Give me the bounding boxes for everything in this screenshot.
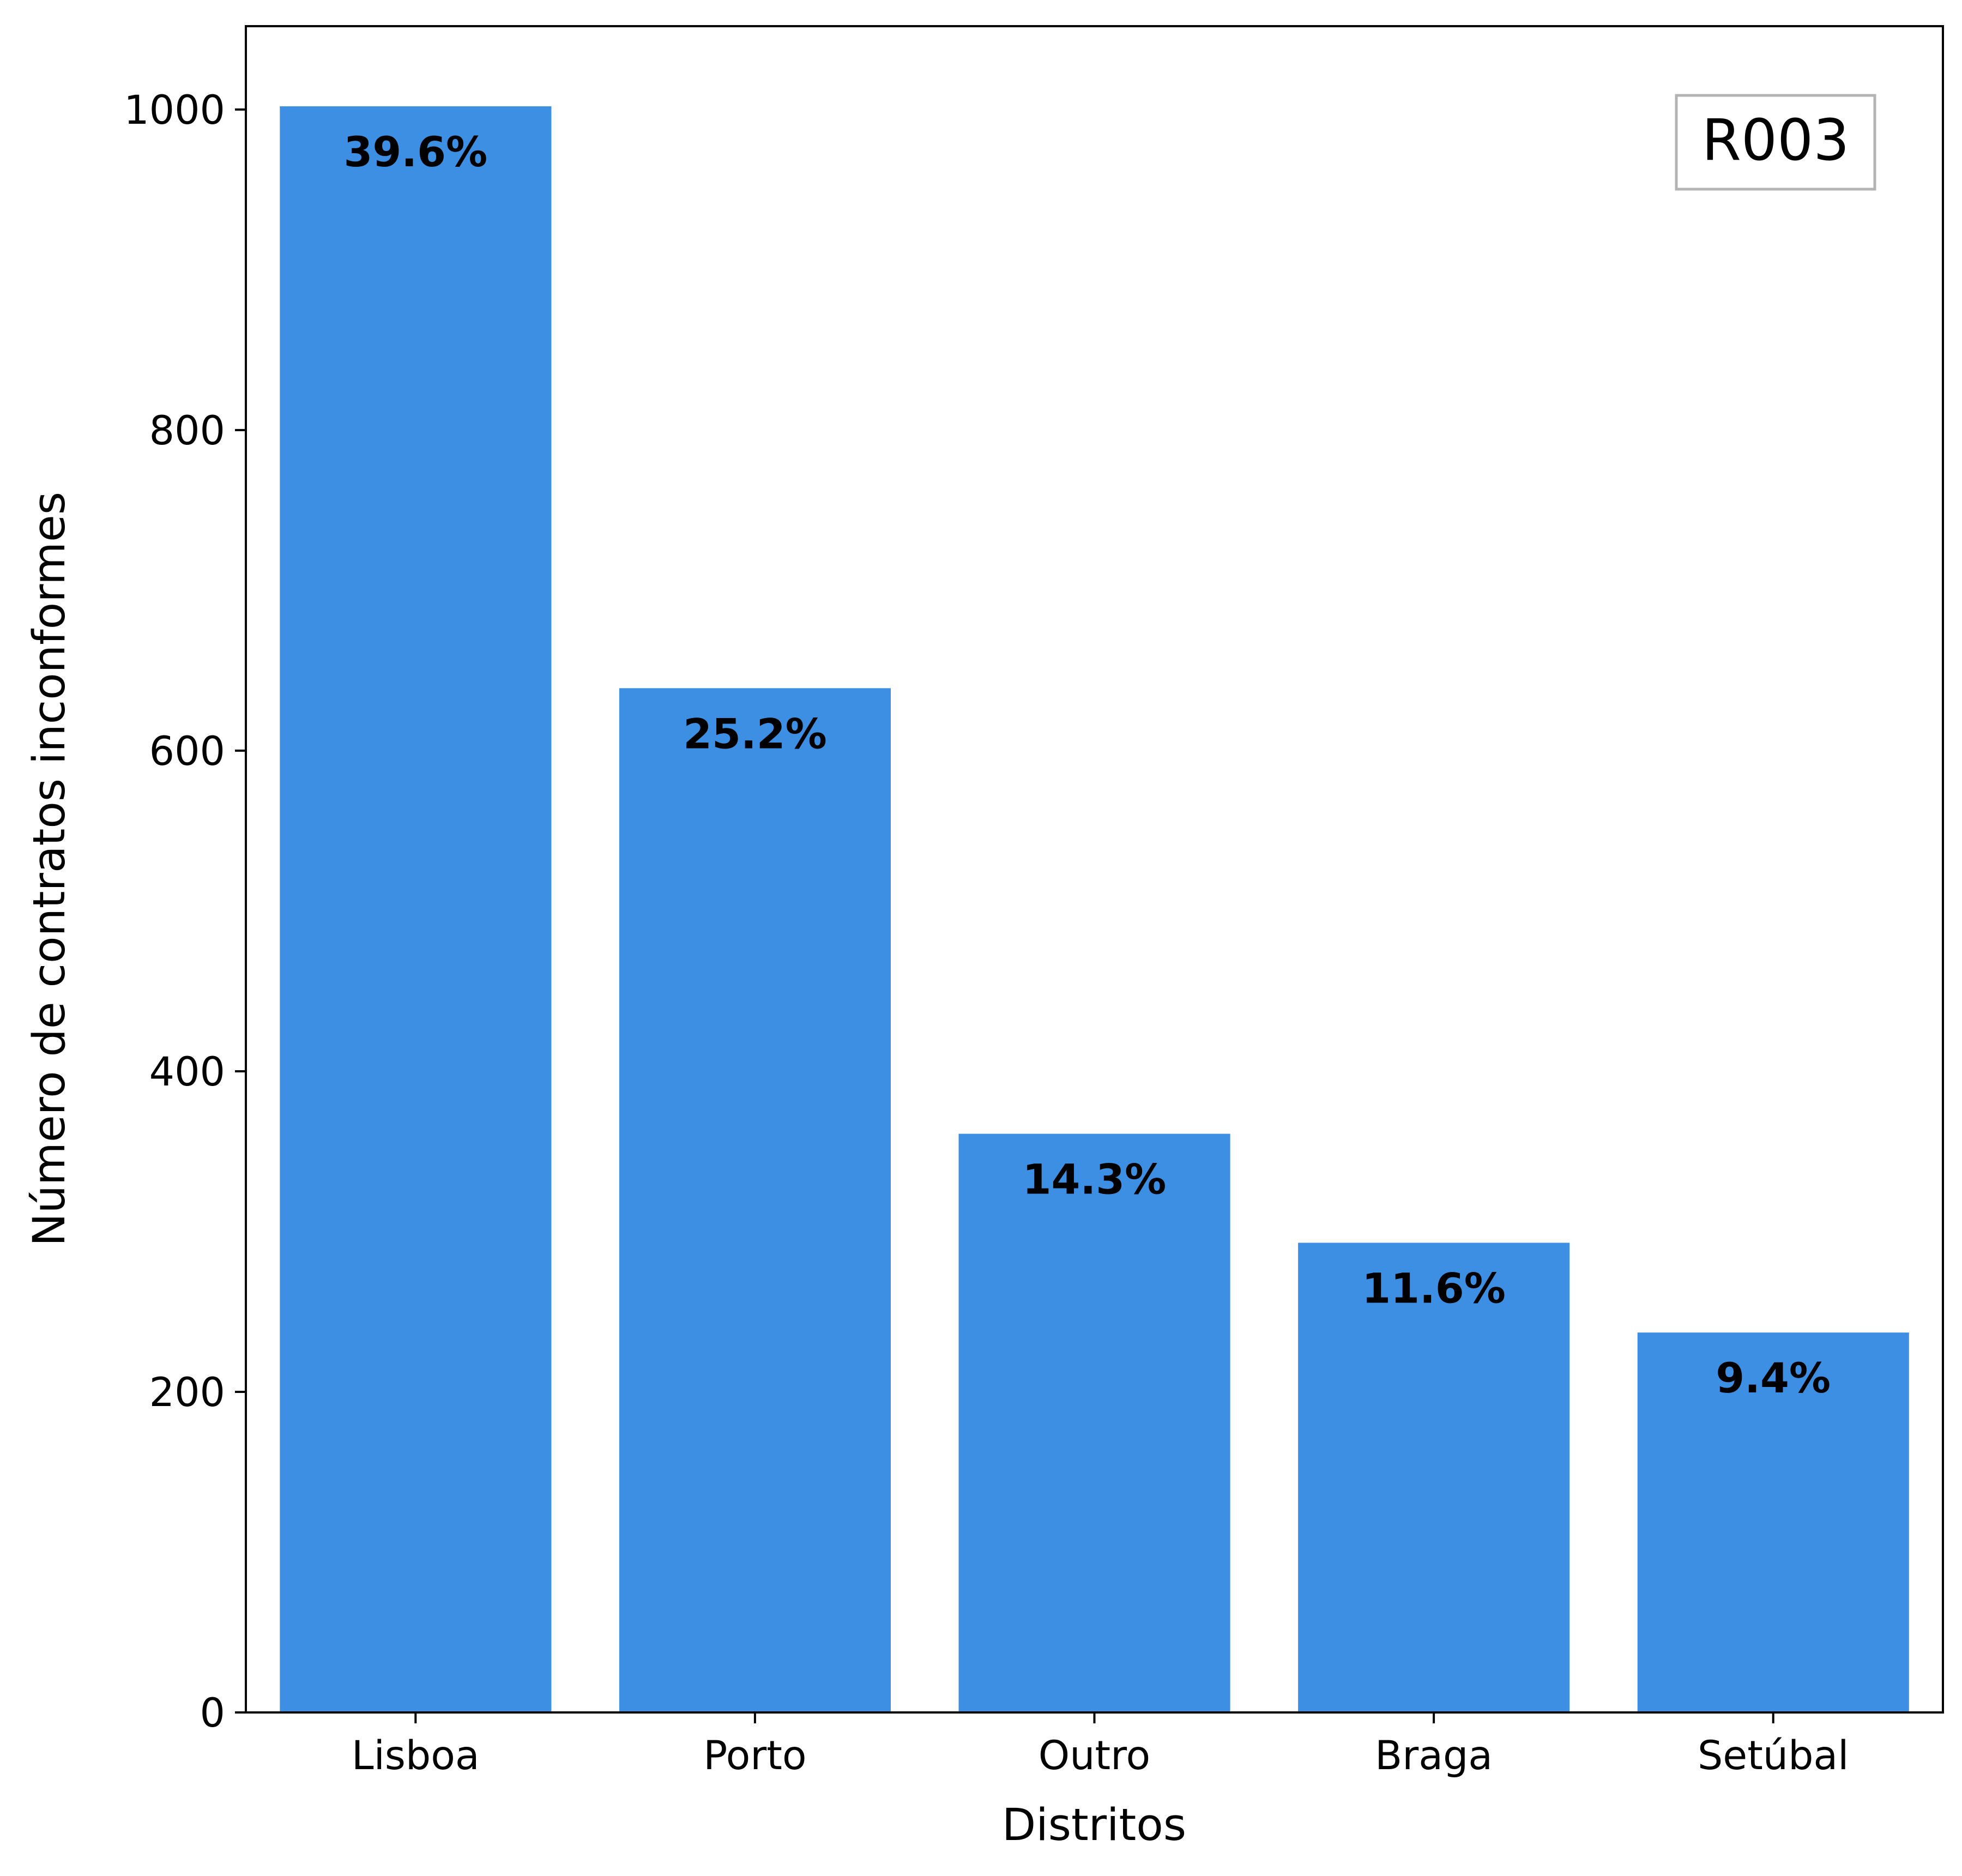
y-axis: 0 200 400 600 800 1000 (124, 87, 246, 1736)
bar-outro (958, 1133, 1230, 1712)
x-axis-title: Distritos (1002, 1800, 1186, 1851)
bar-porto (619, 688, 891, 1712)
y-tick-label: 1000 (124, 87, 225, 134)
x-tick-label: Setúbal (1698, 1733, 1849, 1779)
bar-value-label: 39.6% (343, 128, 487, 176)
x-tick-label: Lisboa (352, 1733, 480, 1779)
x-tick-label: Porto (703, 1733, 806, 1779)
bar-value-label: 25.2% (683, 709, 827, 758)
bar-braga (1298, 1242, 1570, 1712)
bar-value-label: 11.6% (1362, 1264, 1506, 1313)
bar-value-label: 14.3% (1023, 1155, 1167, 1204)
annotation-badge: R003 (1675, 94, 1876, 191)
annotation-badge-text: R003 (1702, 107, 1850, 173)
x-axis: Lisboa Porto Outro Braga Setúbal (352, 1712, 1849, 1779)
y-tick-label: 0 (200, 1690, 225, 1736)
bar-setúbal (1637, 1332, 1909, 1712)
y-tick-label: 800 (149, 408, 225, 454)
y-tick-label: 400 (149, 1049, 225, 1095)
y-tick-label: 200 (149, 1370, 225, 1416)
bar-lisboa (280, 106, 552, 1712)
y-axis-title: Número de contratos inconformes (24, 492, 75, 1246)
bar-value-label: 9.4% (1716, 1354, 1831, 1402)
bars-layer (280, 106, 1909, 1712)
x-tick-label: Braga (1375, 1733, 1493, 1779)
bar-labels-layer: 39.6% 25.2% 14.3% 11.6% 9.4% (343, 128, 1831, 1402)
x-tick-label: Outro (1039, 1733, 1150, 1779)
y-tick-label: 600 (149, 728, 225, 775)
annotation-badge-box (1675, 94, 1876, 191)
